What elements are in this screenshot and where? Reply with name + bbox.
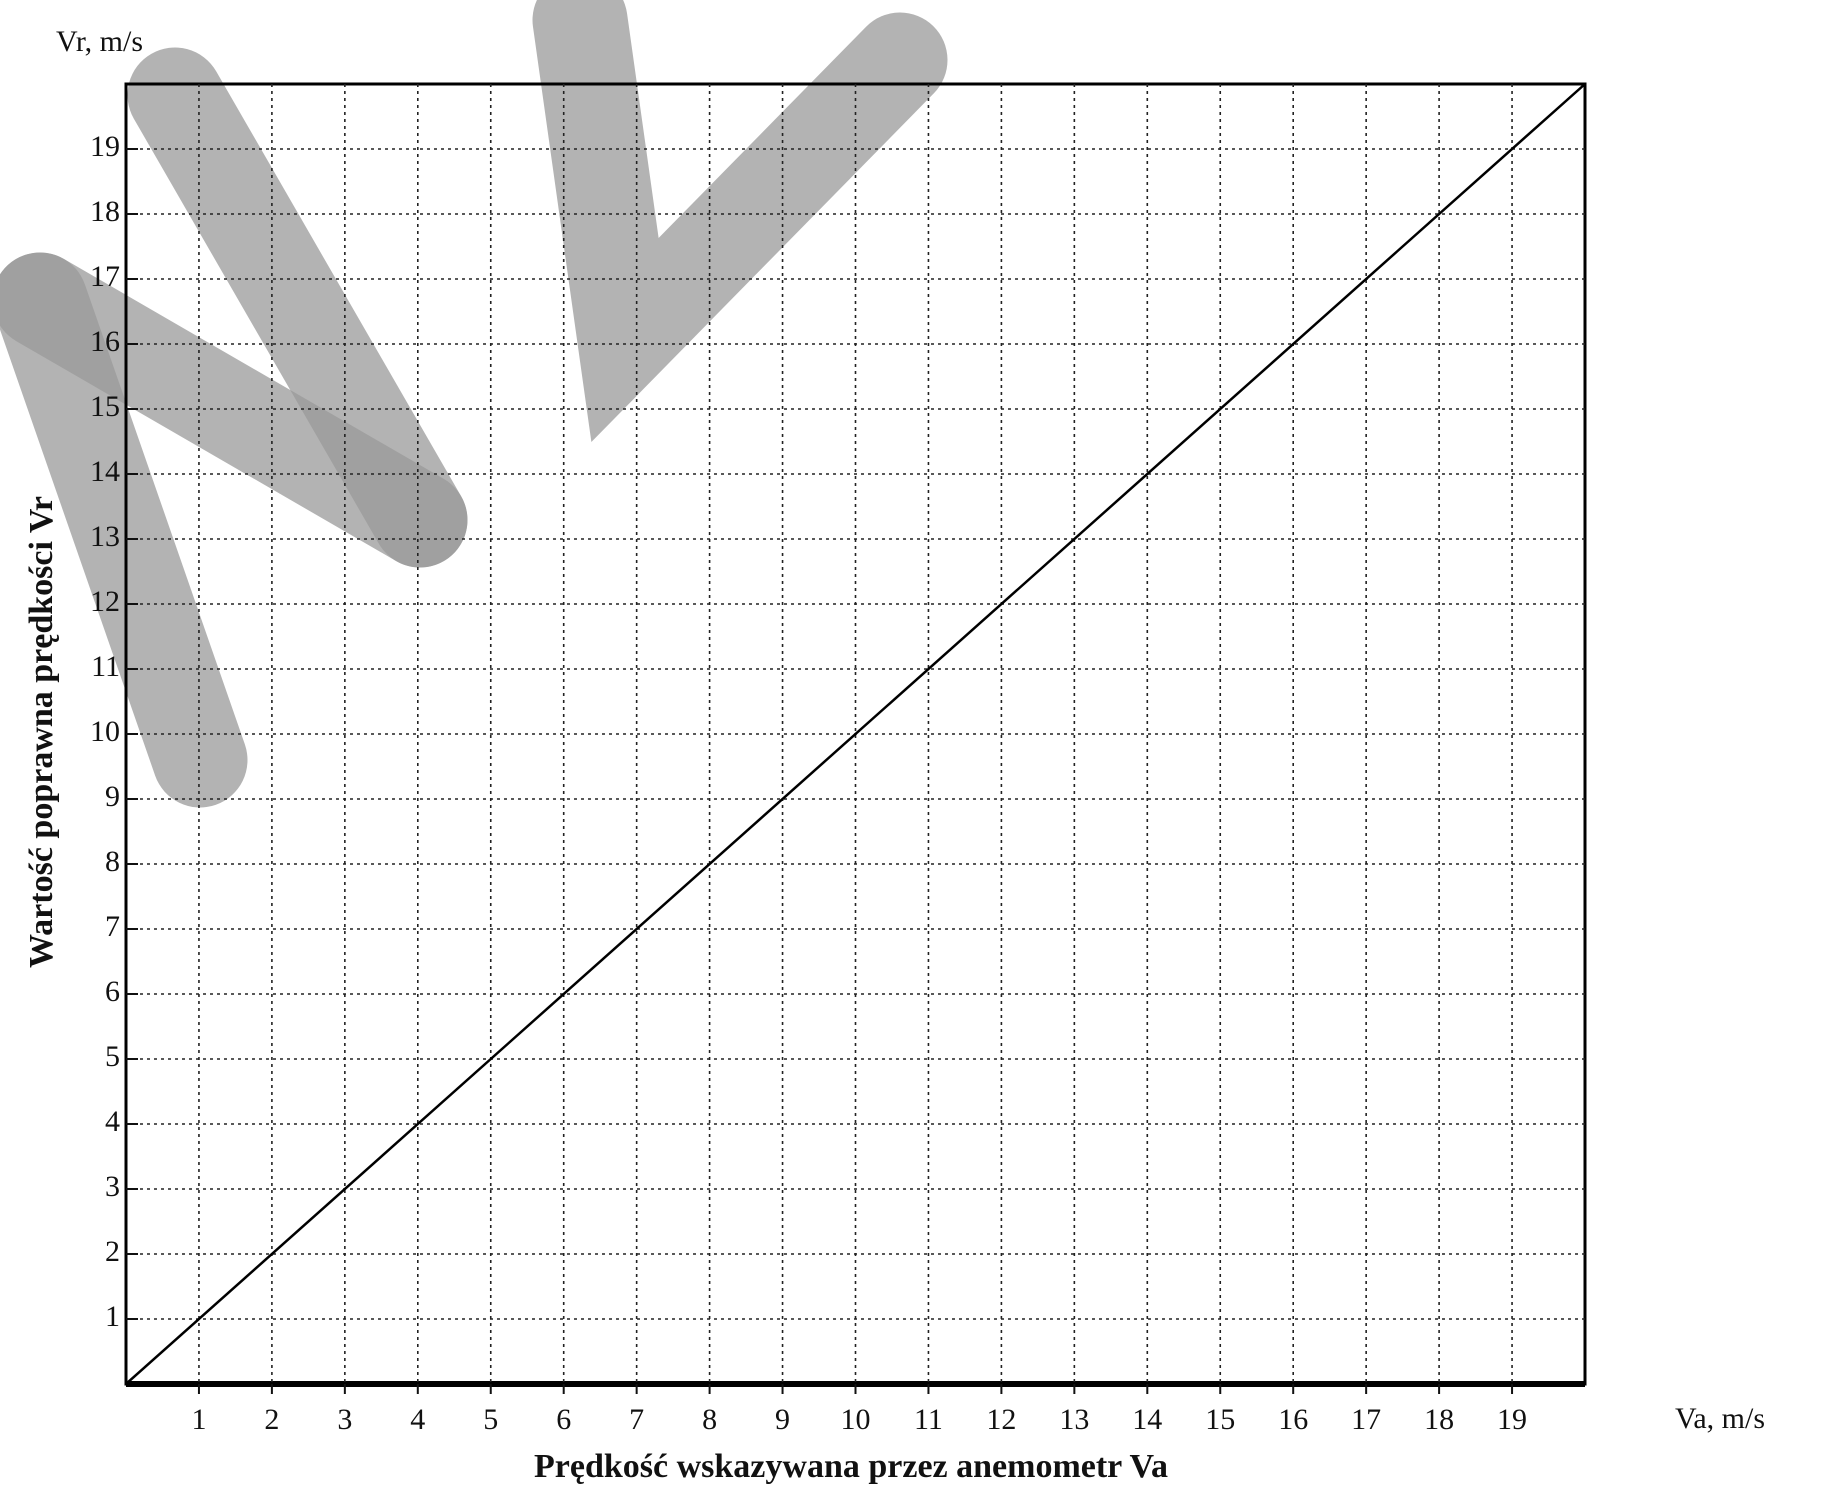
x-tick-label: 13 <box>1059 1403 1089 1436</box>
y-tick-label: 10 <box>90 715 120 748</box>
y-tick-label: 8 <box>105 845 120 878</box>
x-tick-label: 14 <box>1132 1403 1162 1436</box>
y-tick-label: 14 <box>90 455 120 488</box>
x-tick-label: 5 <box>483 1403 498 1436</box>
x-tick-label: 8 <box>702 1403 717 1436</box>
y-tick-label: 12 <box>90 585 120 618</box>
x-tick-label: 19 <box>1497 1403 1527 1436</box>
y-tick-label: 5 <box>105 1040 120 1073</box>
x-tick-label: 11 <box>914 1403 943 1436</box>
x-tick-label: 10 <box>841 1403 871 1436</box>
y-tick-label: 2 <box>105 1235 120 1268</box>
y-tick-label: 16 <box>90 325 120 358</box>
x-tick-label: 9 <box>775 1403 790 1436</box>
y-tick-label: 13 <box>90 520 120 553</box>
x-tick-label: 3 <box>337 1403 352 1436</box>
x-tick-label: 2 <box>264 1403 279 1436</box>
y-tick-label: 15 <box>90 390 120 423</box>
y-tick-label: 6 <box>105 975 120 1008</box>
x-tick-label: 1 <box>191 1403 206 1436</box>
x-tick-label: 6 <box>556 1403 571 1436</box>
y-unit-label: Vr, m/s <box>56 25 143 58</box>
x-tick-label: 12 <box>986 1403 1016 1436</box>
x-tick-label: 18 <box>1424 1403 1454 1436</box>
x-axis-title: Prędkość wskazywana przez anemometr Va <box>534 1448 1168 1485</box>
chart: Vr, m/s Va, m/s Prędkość wskazywana prze… <box>0 0 1823 1489</box>
y-tick-label: 3 <box>105 1170 120 1203</box>
y-tick-label: 11 <box>91 650 120 683</box>
x-tick-label: 4 <box>410 1403 425 1436</box>
y-axis-title: Wartość poprawna prędkości Vr <box>23 496 60 968</box>
x-unit-label: Va, m/s <box>1675 1402 1765 1435</box>
y-tick-label: 17 <box>90 260 120 293</box>
y-tick-label: 18 <box>90 195 120 228</box>
y-tick-label: 9 <box>105 780 120 813</box>
x-tick-label: 17 <box>1351 1403 1381 1436</box>
y-tick-label: 19 <box>90 130 120 163</box>
y-tick-label: 7 <box>105 910 120 943</box>
y-tick-label: 4 <box>105 1105 120 1138</box>
x-tick-label: 15 <box>1205 1403 1235 1436</box>
y-tick-label: 1 <box>105 1300 120 1333</box>
watermark <box>40 20 900 760</box>
x-tick-label: 7 <box>629 1403 644 1436</box>
x-tick-label: 16 <box>1278 1403 1308 1436</box>
